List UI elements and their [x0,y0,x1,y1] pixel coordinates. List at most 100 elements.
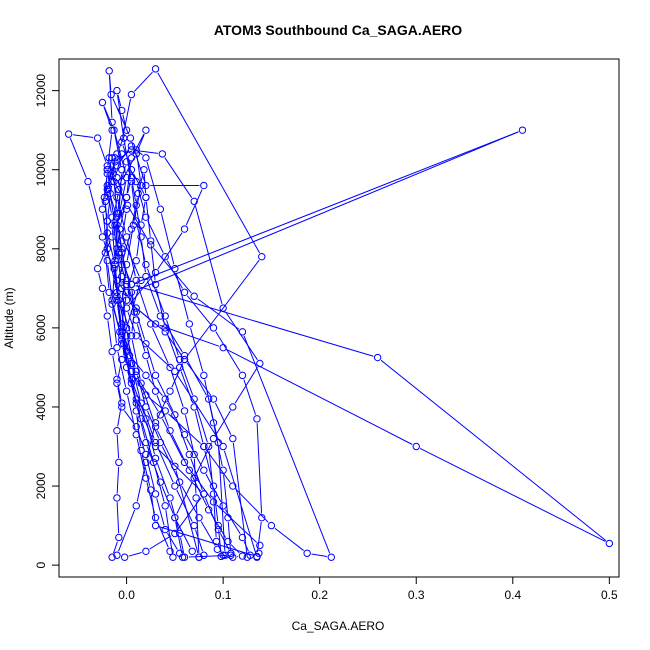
data-point [118,237,126,245]
data-point [161,502,169,510]
data-point [127,166,136,174]
data-point [108,296,116,304]
data-point [214,525,223,534]
series-segment [156,498,165,526]
series-segment [193,458,197,494]
data-point [204,395,213,403]
data-point [195,553,203,561]
series-segment [218,446,226,551]
data-point [122,173,131,182]
data-point [98,205,107,213]
data-point [175,529,184,538]
data-point [122,304,131,312]
data-point [227,551,235,559]
series-segment [126,162,132,194]
series-segment [136,154,141,182]
data-point [122,276,131,285]
data-point [100,193,109,202]
data-point [108,300,116,308]
data-point [161,324,169,332]
data-point [229,553,237,561]
data-point [219,304,227,312]
series-segment [204,450,213,482]
series-segment [176,489,193,522]
series-segment [171,363,184,388]
data-point [118,403,126,411]
data-point [142,351,150,360]
data-point [113,213,121,221]
data-point [127,177,136,186]
data-point [103,217,111,225]
data-point [219,442,227,451]
series-segment [102,292,108,312]
data-point [132,217,140,225]
data-point [147,486,155,494]
data-point [142,438,150,447]
data-point [118,320,126,328]
data-point [122,363,131,372]
series-segment [147,220,164,253]
data-point [137,221,145,229]
data-point [123,201,132,210]
data-point [137,399,145,407]
data-point [161,328,169,336]
y-tick-label: 2000 [34,472,48,499]
data-point [113,276,121,285]
data-point [122,296,131,304]
series-segment [175,272,189,320]
data-point [303,549,311,557]
data-point [151,65,160,73]
x-axis-label: Ca_SAGA.AERO [292,619,385,633]
data-point [127,173,136,182]
data-point [185,320,194,328]
series-segment [157,430,174,463]
data-point [161,312,169,320]
series-segment [194,411,204,443]
data-point [190,521,198,530]
data-point [238,371,247,380]
data-point [122,193,131,202]
data-point [246,551,254,559]
data-point [132,367,140,376]
series-segment [137,316,146,340]
data-point [122,280,131,289]
data-point [127,154,136,162]
series-segment [127,312,136,332]
data-point [209,395,218,403]
data-point [137,276,145,285]
data-point [132,150,140,158]
series-segment [136,209,141,233]
data-point [253,415,261,423]
data-point [108,213,116,221]
series-segment [146,359,155,388]
data-point [212,537,221,546]
series-segment [180,371,194,404]
data-point [190,403,198,411]
series-segment [166,402,183,432]
series-segment [214,402,232,435]
data-point [151,320,160,328]
x-tick-label: 0.1 [215,588,232,602]
series-segment [146,268,165,313]
data-point [214,521,223,530]
series-segment [190,328,204,372]
series-segment [109,75,112,91]
series-segment [122,114,127,127]
chart-title: ATOM3 Southbound Ca_SAGA.AERO [214,22,462,38]
series-segment [204,379,214,419]
series-segment [176,374,222,444]
data-point [256,541,264,550]
series-segment [107,185,113,217]
data-point [151,268,160,277]
data-point [156,312,165,320]
series-segment [98,272,102,285]
data-point [113,494,121,502]
series-segment [205,473,222,503]
data-point [147,320,155,328]
series-segment [156,395,169,427]
series-segment [135,285,374,357]
series-segment [146,280,160,313]
data-point [93,134,102,142]
series-segment [88,185,102,233]
